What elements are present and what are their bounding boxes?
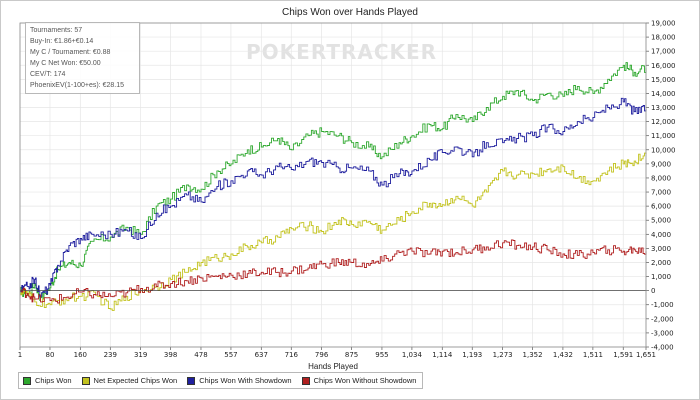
legend-label-net-expected: Net Expected Chips Won <box>93 376 178 385</box>
y-tick-label: 12,000 <box>651 118 676 126</box>
x-tick-label: 1,273 <box>493 351 513 359</box>
y-tick-label: 18,000 <box>651 34 676 42</box>
x-tick-label: 716 <box>285 351 299 359</box>
chart-title: Chips Won over Hands Played <box>282 7 418 18</box>
y-tick-label: -2,000 <box>651 315 674 323</box>
y-tick-label: 2,000 <box>651 259 671 267</box>
series-line-chips-won-without-showdown <box>20 239 647 304</box>
y-tick-label: 11,000 <box>651 132 676 140</box>
stat-line-buy-in: Buy-In: €1.86+€0.14 <box>30 38 94 45</box>
x-tick-label: 875 <box>345 351 358 359</box>
stats-box: Tournaments: 57 Buy-In: €1.86+€0.14 My C… <box>25 22 140 94</box>
series-line-chips-won <box>20 62 647 302</box>
y-tick-label: 7,000 <box>651 189 671 197</box>
y-tick-label: -3,000 <box>651 329 674 337</box>
x-tick-label: 319 <box>134 351 147 359</box>
series-line-net-expected-chips-won <box>20 152 647 311</box>
x-tick-label: 1,651 <box>636 351 656 359</box>
x-tick-label: 80 <box>46 351 55 359</box>
chart-legend: Chips Won Net Expected Chips Won Chips W… <box>18 372 424 389</box>
y-tick-label: 8,000 <box>651 174 671 182</box>
x-tick-label: 1 <box>18 351 22 359</box>
x-tick-label: 1,432 <box>553 351 573 359</box>
x-tick-label: 1,193 <box>462 351 482 359</box>
legend-swatch-without-showdown <box>301 376 310 385</box>
y-tick-label: 5,000 <box>651 217 671 225</box>
x-tick-label: 478 <box>194 351 207 359</box>
x-tick-label: 557 <box>224 351 237 359</box>
legend-label-chips-won: Chips Won <box>35 376 72 385</box>
x-tick-label: 398 <box>164 351 177 359</box>
legend-swatch-net-expected <box>81 376 90 385</box>
x-tick-label: 239 <box>104 351 117 359</box>
x-tick-label: 637 <box>255 351 268 359</box>
y-tick-label: 10,000 <box>651 146 676 154</box>
y-tick-label: 13,000 <box>651 104 676 112</box>
legend-swatch-chips-won <box>23 376 31 385</box>
x-tick-label: 796 <box>315 351 329 359</box>
legend-item-with-showdown[interactable]: Chips Won With Showdown <box>187 376 292 385</box>
y-tick-label: 14,000 <box>651 90 676 98</box>
stat-line-cev: CEV/T: 174 <box>30 71 66 78</box>
plot-border <box>19 22 647 348</box>
y-tick-label: 9,000 <box>651 160 671 168</box>
watermark-logo: POKERTRACKER <box>246 40 438 64</box>
legend-label-without-showdown: Chips Won Without Showdown <box>313 376 417 385</box>
y-tick-label: 16,000 <box>651 62 676 70</box>
x-tick-label: 1,034 <box>402 351 423 359</box>
y-tick-label: 1,000 <box>651 273 671 281</box>
x-tick-label: 955 <box>375 351 388 359</box>
y-tick-label: 19,000 <box>651 20 676 28</box>
y-tick-label: 3,000 <box>651 245 671 253</box>
legend-swatch-with-showdown <box>187 376 196 385</box>
legend-item-chips-won[interactable]: Chips Won <box>23 376 72 385</box>
y-tick-label: 0 <box>651 287 655 295</box>
legend-item-without-showdown[interactable]: Chips Won Without Showdown <box>301 376 417 385</box>
stat-line-per-tournament: My C / Tournament: €0.88 <box>30 49 111 56</box>
y-tick-label: 17,000 <box>651 48 676 56</box>
x-tick-label: 1,511 <box>583 351 603 359</box>
y-tick-label: 6,000 <box>651 203 671 211</box>
y-tick-label: -4,000 <box>651 344 674 352</box>
y-tick-label: 15,000 <box>651 76 676 84</box>
x-axis-title: Hands Played <box>308 362 358 371</box>
x-tick-label: 1,352 <box>523 351 543 359</box>
stat-line-net-won: My C Net Won: €50.00 <box>30 60 101 67</box>
x-tick-label: 160 <box>74 351 87 359</box>
stat-line-tournaments: Tournaments: 57 <box>30 27 83 34</box>
x-tick-label: 1,114 <box>432 351 453 359</box>
legend-item-net-expected[interactable]: Net Expected Chips Won <box>81 376 178 385</box>
stat-line-phoenix-ev: PhoenixEV(1-100+es): €28.15 <box>30 82 124 89</box>
y-tick-label: 4,000 <box>651 231 671 239</box>
y-tick-label: -1,000 <box>651 301 674 309</box>
x-tick-label: 1,591 <box>613 351 633 359</box>
legend-label-with-showdown: Chips Won With Showdown <box>199 376 292 385</box>
series-line-chips-won-with-showdown <box>20 97 647 298</box>
